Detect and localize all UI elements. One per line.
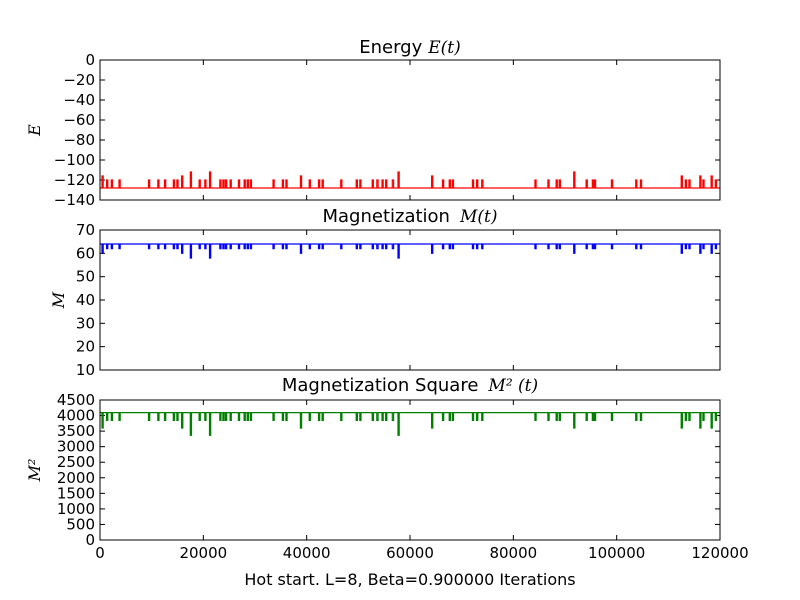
x-tick-label: 40000 xyxy=(283,544,331,562)
magnetization-square-y-tick-label: 1500 xyxy=(57,484,95,502)
energy-series xyxy=(100,171,720,189)
magnetization-square-y-tick-label: 3500 xyxy=(57,422,95,440)
magnetization-square-y-tick-label: 1000 xyxy=(57,500,95,518)
magnetization-y-tick-label: 40 xyxy=(76,291,95,309)
magnetization-square-panel: Magnetization Square M² (t) M² 4500400035… xyxy=(25,375,721,549)
energy-y-tick-label: −100 xyxy=(54,151,95,169)
magnetization-square-axes-frame xyxy=(99,399,721,541)
energy-y-tick-label: −80 xyxy=(63,131,95,149)
x-tick-label: 20000 xyxy=(179,544,227,562)
energy-y-tick-label: −140 xyxy=(54,191,95,209)
magnetization-y-tick-label: 70 xyxy=(76,221,95,239)
magnetization-title: Magnetization M(t) xyxy=(322,206,497,227)
magnetization-y-ticks: 70 60 50 40 30 20 10 xyxy=(76,221,720,379)
magnetization-square-y-tick-label: 4500 xyxy=(57,391,95,409)
x-tick-labels: 0 20000 40000 60000 80000 100000 120000 xyxy=(95,544,748,562)
x-tick-label: 120000 xyxy=(691,544,748,562)
energy-panel: Energy E(t) E 0 −20 −40 −60 −80 −100 −120 −140 xyxy=(25,37,721,209)
magnetization-square-y-tick-label: 2500 xyxy=(57,453,95,471)
magnetization-square-ylabel: M² xyxy=(25,459,44,483)
magnetization-y-tick-label: 30 xyxy=(76,314,95,332)
energy-y-tick-label: −60 xyxy=(63,111,95,129)
energy-ylabel: E xyxy=(25,124,44,137)
x-axis-label: Hot start. L=8, Beta=0.900000 Iterations xyxy=(244,570,575,589)
magnetization-square-series xyxy=(100,412,720,436)
magnetization-y-tick-label: 60 xyxy=(76,244,95,262)
energy-y-tick-label: −120 xyxy=(54,171,95,189)
magnetization-axes-frame xyxy=(99,229,721,371)
energy-y-tick-label: −40 xyxy=(63,91,95,109)
energy-title: Energy E(t) xyxy=(359,37,461,58)
energy-y-ticks: 0 −20 −40 −60 −80 −100 −120 −140 xyxy=(54,51,720,209)
magnetization-y-tick-label: 10 xyxy=(76,361,95,379)
magnetization-square-y-tick-label: 3000 xyxy=(57,438,95,456)
magnetization-square-y-tick-label: 4000 xyxy=(57,407,95,425)
x-tick-label: 0 xyxy=(95,544,105,562)
energy-series-line xyxy=(100,171,720,189)
magnetization-ylabel: M xyxy=(49,291,68,309)
x-tick-label: 80000 xyxy=(489,544,537,562)
magnetization-square-title: Magnetization Square M² (t) xyxy=(282,375,538,396)
energy-axes-frame xyxy=(99,59,721,201)
magnetization-series-line xyxy=(100,243,720,259)
x-tick-label: 100000 xyxy=(588,544,645,562)
magnetization-series xyxy=(100,243,720,259)
magnetization-square-y-tick-label: 2000 xyxy=(57,469,95,487)
x-tick-label: 60000 xyxy=(386,544,434,562)
magnetization-panel: Magnetization M(t) M 70 60 50 40 30 20 10 xyxy=(49,206,721,379)
magnetization-square-y-tick-label: 0 xyxy=(85,531,95,549)
magnetization-square-y-tick-label: 500 xyxy=(66,515,95,533)
magnetization-square-series-line xyxy=(100,412,720,436)
energy-y-tick-label: −20 xyxy=(63,71,95,89)
energy-y-tick-label: 0 xyxy=(85,51,95,69)
magnetization-y-tick-label: 20 xyxy=(76,338,95,356)
magnetization-y-tick-label: 50 xyxy=(76,268,95,286)
